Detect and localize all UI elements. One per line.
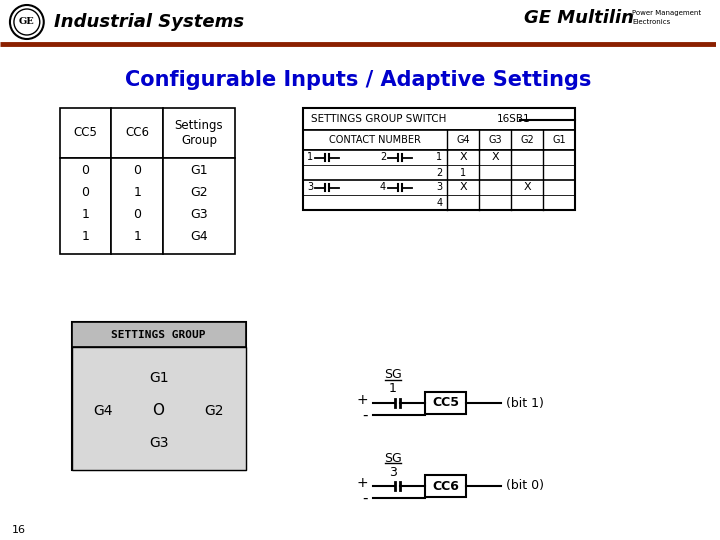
Text: 1: 1 xyxy=(389,382,397,395)
Text: X: X xyxy=(492,152,499,163)
Text: 0: 0 xyxy=(81,164,89,177)
Text: CONTACT NUMBER: CONTACT NUMBER xyxy=(330,135,421,145)
Text: 0: 0 xyxy=(133,207,141,220)
Text: X: X xyxy=(459,183,467,192)
Text: Configurable Inputs / Adaptive Settings: Configurable Inputs / Adaptive Settings xyxy=(125,70,591,90)
Bar xyxy=(112,108,163,158)
Text: G3: G3 xyxy=(190,207,207,220)
Bar xyxy=(425,392,467,414)
Text: SETTINGS GROUP: SETTINGS GROUP xyxy=(112,329,206,340)
Text: CC6: CC6 xyxy=(125,126,149,139)
Text: X: X xyxy=(459,152,467,163)
Text: G2: G2 xyxy=(190,186,207,199)
Text: 16SB1: 16SB1 xyxy=(498,114,531,124)
Text: 1: 1 xyxy=(81,230,89,242)
Circle shape xyxy=(14,9,40,35)
Text: G1: G1 xyxy=(552,135,566,145)
Text: O: O xyxy=(153,403,165,418)
Text: (bit 1): (bit 1) xyxy=(506,396,544,409)
Text: 2: 2 xyxy=(436,167,443,178)
Bar xyxy=(60,158,112,254)
Text: G2: G2 xyxy=(204,404,224,418)
Bar xyxy=(71,322,246,470)
Text: 1: 1 xyxy=(81,207,89,220)
Text: 1: 1 xyxy=(133,230,141,242)
Text: 1: 1 xyxy=(460,167,467,178)
Text: -: - xyxy=(362,408,368,422)
Bar xyxy=(303,108,575,130)
Text: G3: G3 xyxy=(149,436,168,450)
Text: (bit 0): (bit 0) xyxy=(506,480,544,492)
Text: 0: 0 xyxy=(81,186,89,199)
Circle shape xyxy=(10,5,44,39)
Text: Electronics: Electronics xyxy=(632,19,671,25)
Bar xyxy=(112,158,163,254)
Text: G1: G1 xyxy=(190,164,207,177)
Bar xyxy=(303,130,575,150)
Text: 0: 0 xyxy=(133,164,141,177)
Text: SETTINGS GROUP SWITCH: SETTINGS GROUP SWITCH xyxy=(311,114,446,124)
Text: 2: 2 xyxy=(380,152,386,163)
Text: 4: 4 xyxy=(380,183,386,192)
Bar xyxy=(425,475,467,497)
Text: CC5: CC5 xyxy=(432,396,459,409)
Text: G4: G4 xyxy=(456,135,470,145)
Bar xyxy=(60,108,112,158)
Bar xyxy=(71,347,246,470)
Bar xyxy=(163,108,235,158)
Text: 3: 3 xyxy=(307,183,313,192)
Text: Power Management: Power Management xyxy=(632,10,701,16)
Text: X: X xyxy=(523,183,531,192)
Text: CC6: CC6 xyxy=(432,480,459,492)
Text: G1: G1 xyxy=(149,371,168,384)
Bar xyxy=(303,150,575,210)
Text: 1: 1 xyxy=(133,186,141,199)
Bar xyxy=(303,108,575,210)
Text: Settings
Group: Settings Group xyxy=(174,119,223,147)
Text: 3: 3 xyxy=(389,465,397,478)
Text: 16: 16 xyxy=(12,525,26,535)
Text: G3: G3 xyxy=(488,135,502,145)
Text: G4: G4 xyxy=(93,404,112,418)
Text: G2: G2 xyxy=(520,135,534,145)
Text: SG: SG xyxy=(384,368,402,381)
Text: 1: 1 xyxy=(307,152,313,163)
Text: 4: 4 xyxy=(436,198,443,207)
Text: +: + xyxy=(356,393,368,407)
Text: 3: 3 xyxy=(436,183,443,192)
Bar xyxy=(71,322,246,347)
Bar xyxy=(163,158,235,254)
Text: GE: GE xyxy=(19,17,35,26)
Text: +: + xyxy=(356,476,368,490)
Text: G4: G4 xyxy=(190,230,207,242)
Text: CC5: CC5 xyxy=(73,126,97,139)
Text: SG: SG xyxy=(384,451,402,464)
Text: Industrial Systems: Industrial Systems xyxy=(54,13,244,31)
Text: GE Multilin: GE Multilin xyxy=(524,9,634,27)
Text: 1: 1 xyxy=(436,152,443,163)
Text: -: - xyxy=(362,490,368,505)
